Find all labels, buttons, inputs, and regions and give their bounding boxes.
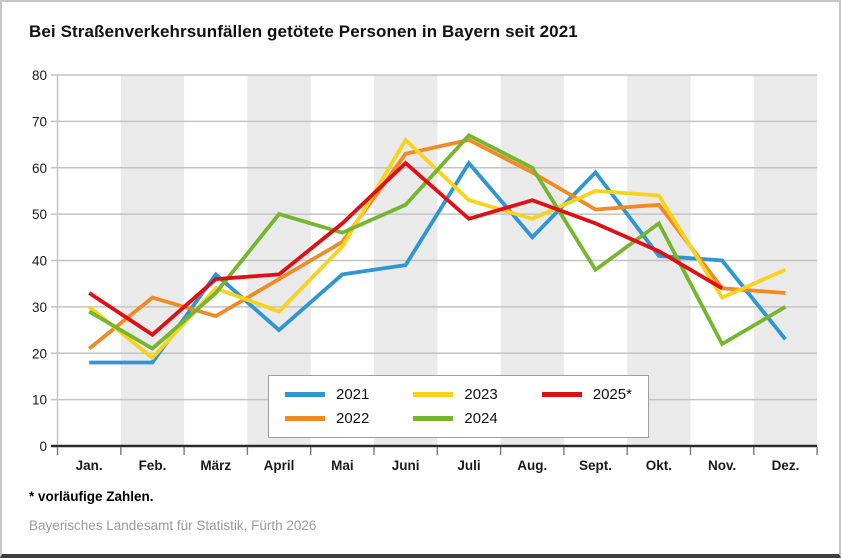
series-line-2022 <box>88 137 786 351</box>
x-axis-label: März <box>200 458 231 473</box>
legend-item-2023: 2023 <box>413 386 498 403</box>
legend-item-2024: 2024 <box>413 410 498 427</box>
x-axis-label: Feb. <box>139 458 167 473</box>
legend-swatch-2023 <box>413 392 454 397</box>
y-axis-label: 20 <box>32 346 47 361</box>
footnote: * vorläufige Zahlen. <box>29 489 154 504</box>
series-line-2024 <box>88 132 787 351</box>
legend-label: 2022 <box>336 410 370 427</box>
x-axis-label: Juni <box>392 458 420 473</box>
legend-label: 2021 <box>336 386 370 403</box>
x-axis-label: Sept. <box>579 458 612 473</box>
legend-item-2021: 2021 <box>285 386 369 403</box>
chart-legend: 2021 2022 2023 2024 2025* <box>268 375 649 438</box>
source-attribution: Bayerisches Landesamt für Statistik, Für… <box>29 518 317 533</box>
legend-swatch-2022 <box>285 416 325 421</box>
chart-title: Bei Straßenverkehrsunfällen getötete Per… <box>29 22 578 41</box>
legend-label: 2025* <box>592 386 632 403</box>
legend-item-2022: 2022 <box>285 410 369 427</box>
y-axis-label: 40 <box>32 254 47 269</box>
x-axis-label: Nov. <box>708 458 736 473</box>
legend-label: 2023 <box>464 386 498 403</box>
x-axis-label: Jan. <box>76 458 103 473</box>
y-axis-label: 10 <box>32 393 47 408</box>
x-axis-label: Dez. <box>772 458 800 473</box>
y-axis-label: 60 <box>32 161 47 176</box>
x-axis-label: Juli <box>457 458 480 473</box>
y-axis-label: 70 <box>32 114 47 129</box>
y-axis-label: 80 <box>32 68 47 83</box>
y-axis-label: 50 <box>32 207 47 222</box>
legend-item-2025: 2025* <box>541 386 632 403</box>
legend-swatch-2025 <box>541 392 582 397</box>
x-axis-label: Mai <box>331 458 354 473</box>
legend-swatch-2021 <box>285 392 325 397</box>
series-line-2025 <box>88 160 724 338</box>
y-axis-label: 0 <box>39 439 47 454</box>
y-axis-label: 30 <box>32 300 47 315</box>
x-axis-label: April <box>264 458 295 473</box>
legend-swatch-2024 <box>413 416 454 421</box>
x-axis-label: Okt. <box>646 458 672 473</box>
legend-label: 2024 <box>464 410 498 427</box>
x-axis-label: Aug. <box>517 458 547 473</box>
